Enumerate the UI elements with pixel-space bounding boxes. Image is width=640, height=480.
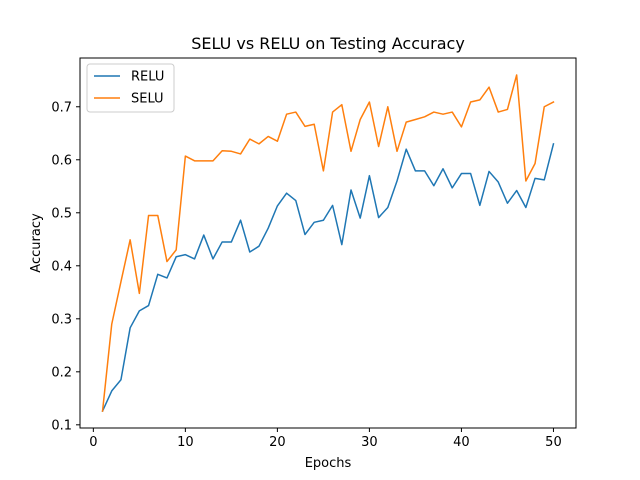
- y-tick-label: 0.4: [51, 259, 72, 274]
- y-axis-label: Accuracy: [29, 213, 44, 273]
- x-axis-label: Epochs: [305, 456, 352, 471]
- chart-title: SELU vs RELU on Testing Accuracy: [191, 34, 465, 53]
- x-tick-label: 50: [545, 435, 562, 450]
- plot-area-frame: [79, 57, 577, 429]
- legend-label-selu: SELU: [131, 92, 164, 107]
- series-line-relu: [101, 142, 555, 413]
- x-tick-label: 20: [269, 435, 286, 450]
- x-tick-label: 40: [453, 435, 470, 450]
- series-line-selu: [101, 74, 555, 412]
- y-tick-label: 0.3: [51, 312, 72, 327]
- series-lines: [101, 74, 555, 413]
- y-axis-ticks: 0.1 0.2 0.3 0.4 0.5 0.6 0.7: [51, 100, 80, 433]
- x-tick-label: 0: [89, 435, 97, 450]
- y-tick-label: 0.1: [51, 418, 72, 433]
- y-tick-label: 0.5: [51, 206, 72, 221]
- y-tick-label: 0.7: [51, 100, 72, 115]
- legend: RELU SELU: [86, 63, 175, 113]
- x-tick-label: 30: [361, 435, 378, 450]
- legend-label-relu: RELU: [131, 70, 164, 85]
- y-tick-label: 0.2: [51, 365, 72, 380]
- x-axis-ticks: 0 10 20 30 40 50: [89, 428, 562, 450]
- x-tick-label: 10: [177, 435, 194, 450]
- y-tick-label: 0.6: [51, 153, 72, 168]
